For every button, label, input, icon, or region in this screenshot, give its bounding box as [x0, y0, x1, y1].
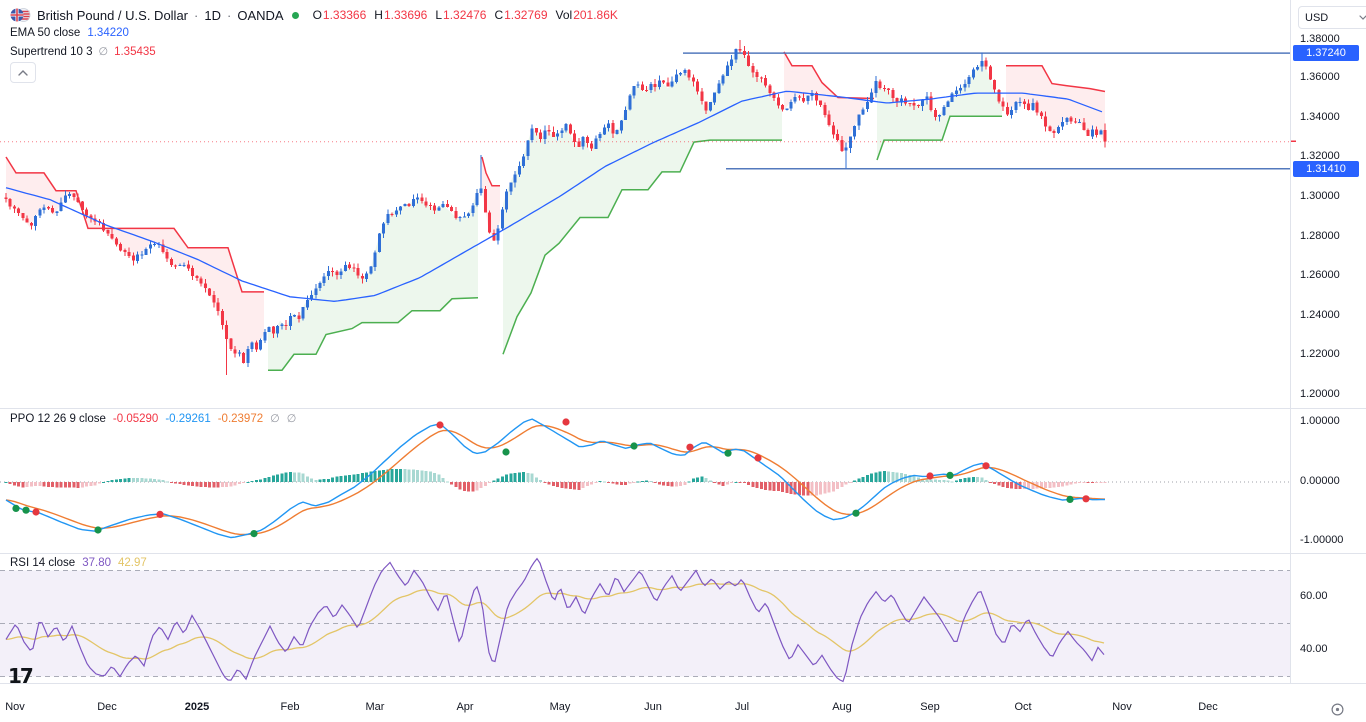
- rsi-label: RSI 14 close: [10, 557, 76, 569]
- ppo-label: PPO 12 26 9 close: [10, 412, 106, 425]
- time-axis-label: 2025: [184, 701, 210, 713]
- rsi-value: 37.80: [82, 557, 111, 569]
- price-level-badge: 1.31410: [1293, 161, 1359, 177]
- ema-legend-row[interactable]: EMA 50 close 1.34220: [10, 27, 129, 39]
- supertrend-value: 1.35435: [114, 45, 156, 58]
- price-level-badge: 1.37240: [1293, 45, 1359, 61]
- price-axis-label: 1.26000: [1300, 269, 1340, 281]
- ppo-hist-value: -0.05290: [112, 412, 159, 425]
- time-axis-label: Jun: [644, 701, 662, 713]
- time-axis-label: May: [549, 701, 571, 713]
- price-axis-label: 1.34000: [1300, 111, 1340, 123]
- ppo-line-value: -0.29261: [165, 412, 211, 425]
- title-separator: ·: [194, 7, 199, 23]
- open-value: 1.33366: [322, 8, 367, 22]
- close-value: 1.32769: [504, 8, 548, 22]
- price-axis-label: -1.00000: [1300, 534, 1344, 546]
- exchange-label: OANDA: [237, 7, 284, 23]
- rsi-ma-value: 42.97: [117, 557, 147, 569]
- volume-value: 201.86K: [573, 8, 618, 22]
- price-axis-label: 40.00: [1300, 643, 1328, 655]
- low-value: 1.32476: [443, 8, 487, 22]
- ohlc-values: O1.33366 H1.33696 L1.32476 C1.32769 Vol2…: [313, 8, 618, 22]
- currency-value: USD: [1305, 11, 1329, 24]
- market-status-dot-icon: [291, 11, 299, 19]
- ppo-signal-value: -0.23972: [217, 412, 264, 425]
- price-scale-currency-dropdown[interactable]: USD: [1298, 6, 1366, 29]
- price-axis-label: 1.32000: [1300, 150, 1340, 162]
- ppo-legend-row[interactable]: PPO 12 26 9 close -0.05290 -0.29261 -0.2…: [10, 412, 297, 426]
- time-axis-label: Dec: [97, 701, 117, 713]
- price-axis-label: 1.36000: [1300, 71, 1340, 83]
- time-axis-label: Jul: [734, 701, 750, 713]
- price-axis-label: 60.00: [1300, 590, 1328, 602]
- scroll-to-realtime-icon[interactable]: [1330, 702, 1345, 722]
- price-axis-label: 1.20000: [1300, 388, 1340, 400]
- price-axis-label: 1.28000: [1300, 230, 1340, 242]
- price-axis-label: 1.24000: [1300, 309, 1340, 321]
- slash-circle-icon: ∅: [98, 46, 109, 58]
- ema-value: 1.34220: [87, 27, 129, 39]
- slash-circle-icon: ∅: [270, 413, 280, 425]
- close-label: C: [494, 8, 504, 22]
- chevron-down-icon: [1359, 15, 1366, 20]
- title-separator2: ·: [226, 7, 232, 23]
- price-axis-label: 1.30000: [1300, 190, 1340, 202]
- time-axis-label: Oct: [1014, 701, 1032, 713]
- ema-label: EMA 50 close: [10, 27, 81, 39]
- price-axis-label: 1.22000: [1300, 348, 1340, 360]
- price-axis-label: 0.00000: [1300, 475, 1340, 487]
- high-value: 1.33696: [383, 8, 428, 22]
- supertrend-legend-row[interactable]: Supertrend 10 3 ∅ 1.35435: [10, 45, 156, 59]
- low-label: L: [435, 8, 443, 22]
- chevron-up-icon: [18, 69, 28, 76]
- interval-label: 1D: [204, 7, 221, 23]
- price-axis-label: 1.38000: [1300, 33, 1340, 45]
- time-axis-label: Nov: [5, 701, 25, 713]
- time-axis-label: Aug: [832, 701, 852, 713]
- time-axis-label: Nov: [1112, 701, 1132, 713]
- slash-circle-icon: ∅: [286, 413, 297, 425]
- time-axis-label: Feb: [280, 701, 300, 713]
- supertrend-label: Supertrend 10 3: [10, 45, 93, 58]
- tradingview-logo[interactable]: 17: [8, 664, 34, 688]
- price-axis-label: 1.00000: [1300, 415, 1340, 427]
- symbol-title: British Pound / U.S. Dollar: [37, 7, 189, 23]
- currency-pair-icon: [10, 5, 31, 25]
- high-label: H: [374, 8, 383, 22]
- collapse-legend-button[interactable]: [10, 62, 36, 83]
- open-label: O: [312, 8, 322, 22]
- time-axis-label: Mar: [365, 701, 385, 713]
- symbol-header[interactable]: British Pound / U.S. Dollar · 1D · OANDA…: [10, 5, 618, 25]
- time-axis-label: Apr: [456, 701, 474, 713]
- rsi-legend-row[interactable]: RSI 14 close 37.80 42.97: [10, 557, 147, 569]
- time-axis-label: Dec: [1198, 701, 1218, 713]
- volume-label: Vol: [555, 8, 573, 22]
- time-axis-label: Sep: [920, 701, 940, 713]
